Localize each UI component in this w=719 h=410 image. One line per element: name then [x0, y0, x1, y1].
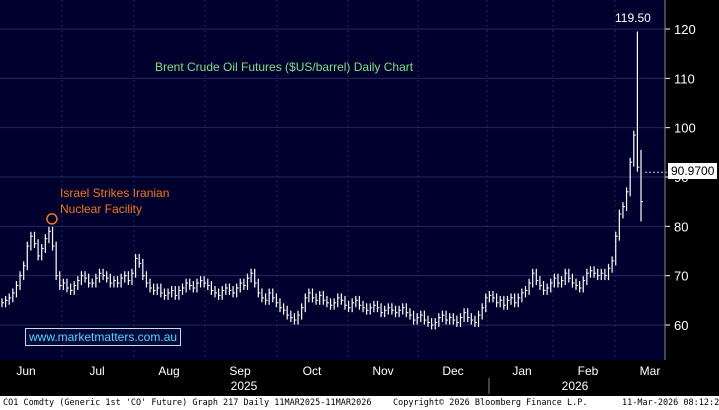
- footer-copyright: Copyright© 2026 Bloomberg Finance L.P.: [393, 398, 588, 408]
- y-tick-label: 80: [674, 219, 688, 234]
- x-tick-label: Nov: [372, 364, 393, 378]
- y-tick-label: 110: [674, 71, 695, 86]
- annotation-line-1: Israel Strikes Iranian: [60, 186, 170, 200]
- annotation-marker: [46, 213, 58, 225]
- footer-bar: CO1 Comdty (Generic 1st 'CO' Future) Gra…: [0, 396, 719, 410]
- x-tick-label: Sep: [229, 364, 251, 378]
- x-tick-label: Oct: [303, 364, 322, 378]
- x-tick-label: Aug: [158, 364, 179, 378]
- x-tick-label: Mar: [640, 364, 661, 378]
- y-tick-label: 120: [674, 22, 696, 37]
- x-tick-label: Feb: [578, 364, 599, 378]
- event-annotation: Israel Strikes Iranian Nuclear Facility: [60, 185, 220, 217]
- chart-title: Brent Crude Oil Futures ($US/barrel) Dai…: [155, 60, 414, 74]
- y-axis-background: [665, 0, 719, 396]
- plot-background: [0, 0, 665, 360]
- x-tick-label: Dec: [442, 364, 463, 378]
- y-tick-label: 100: [674, 121, 696, 136]
- website-watermark[interactable]: www.marketmatters.com.au: [25, 328, 182, 346]
- peak-price-label: 119.50: [615, 11, 651, 25]
- x-tick-label: Jan: [512, 364, 531, 378]
- price-chart: 60708090100110120 JunJulAugSepOctNovDecJ…: [0, 0, 719, 396]
- footer-security-info: CO1 Comdty (Generic 1st 'CO' Future) Gra…: [3, 398, 372, 408]
- y-tick-label: 70: [674, 269, 688, 284]
- x-axis-background: [0, 360, 665, 396]
- last-price-label: 90.9700: [668, 163, 718, 179]
- x-year-label: 2026: [562, 379, 589, 393]
- footer-timestamp: 11-Mar-2026 08:12:24: [622, 398, 719, 408]
- x-year-label: 2025: [231, 379, 258, 393]
- x-tick-label: Jul: [89, 364, 104, 378]
- x-tick-label: Jun: [16, 364, 35, 378]
- annotation-line-2: Nuclear Facility: [60, 202, 143, 216]
- y-tick-label: 60: [674, 318, 688, 333]
